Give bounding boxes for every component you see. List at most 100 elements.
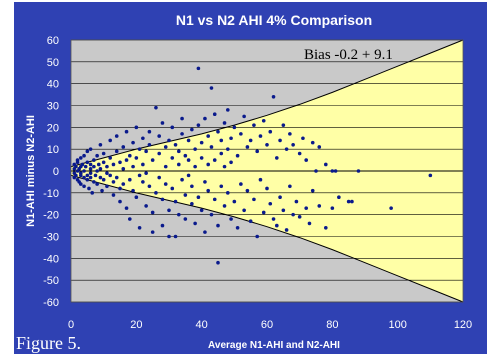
x-tick-label: 0 (68, 319, 74, 331)
chart-title: N1 vs N2 AHI 4% Comparison (176, 12, 372, 28)
data-point (183, 153, 188, 158)
data-point (98, 167, 103, 171)
data-point (82, 169, 86, 173)
data-point (124, 206, 129, 210)
data-point (248, 138, 253, 143)
data-point (183, 193, 188, 197)
data-point (216, 223, 220, 228)
data-point (74, 164, 78, 169)
x-tick-label: 40 (196, 319, 208, 331)
data-point (95, 153, 99, 158)
data-point (261, 118, 266, 123)
data-point (101, 177, 106, 182)
data-point (163, 164, 168, 169)
data-point (304, 158, 309, 162)
data-point (111, 180, 116, 184)
data-point (203, 116, 207, 121)
data-point (141, 162, 145, 167)
data-point (183, 217, 188, 221)
chart-frame: Bias -0.2 + 9.1 60 50 40 30 20 10 0 -10 -20 -30 -40… (14, 2, 487, 354)
data-point (118, 160, 122, 165)
data-point (121, 145, 126, 149)
data-point (95, 182, 99, 186)
data-point (131, 164, 135, 169)
data-point (212, 158, 217, 162)
data-point (154, 105, 158, 110)
data-point (346, 199, 351, 204)
data-point (128, 153, 132, 158)
data-point (128, 177, 132, 182)
data-point (186, 158, 191, 162)
data-point (222, 204, 227, 208)
data-point (114, 134, 119, 138)
data-point (173, 199, 178, 204)
data-point (137, 147, 142, 151)
data-point (333, 169, 338, 173)
data-point (284, 147, 289, 151)
data-point (258, 177, 263, 182)
data-point (232, 199, 237, 204)
y-tick-label: -30 (43, 232, 59, 244)
y-tick-label: 0 (53, 166, 59, 178)
data-point (82, 184, 86, 189)
data-point (180, 177, 184, 182)
data-point (95, 169, 99, 173)
data-point (255, 149, 259, 154)
data-point (275, 223, 279, 228)
data-point (278, 138, 282, 143)
data-point (124, 129, 129, 134)
data-point (80, 162, 85, 167)
data-point (134, 156, 139, 160)
data-point (239, 132, 243, 136)
data-point (226, 147, 230, 151)
y-tick-label: -20 (43, 210, 59, 222)
data-point (118, 199, 122, 204)
x-axis-label: Average N1-AHI and N2-AHI (208, 340, 340, 351)
data-point (79, 156, 83, 160)
data-point (216, 260, 220, 265)
data-point (196, 195, 201, 199)
data-point (186, 138, 191, 143)
data-point (281, 208, 286, 213)
bias-annotation: Bias -0.2 + 9.1 (304, 47, 393, 63)
data-point (288, 132, 292, 136)
data-point (137, 225, 142, 230)
data-point (134, 195, 139, 199)
data-point (245, 188, 250, 193)
data-point (216, 129, 220, 134)
data-point (160, 197, 165, 202)
data-point (147, 184, 152, 189)
data-point (219, 184, 224, 189)
data-point (121, 167, 126, 171)
data-point (114, 149, 119, 154)
data-point (356, 169, 361, 173)
data-point (222, 121, 227, 125)
data-point (265, 186, 269, 191)
data-point (108, 138, 112, 143)
data-point (108, 173, 112, 178)
data-point (193, 164, 197, 169)
data-point (79, 182, 83, 186)
data-point (196, 123, 201, 127)
y-tick-label: -50 (43, 275, 59, 287)
data-point (111, 193, 116, 197)
data-point (206, 134, 210, 138)
data-point (141, 180, 145, 184)
data-point (134, 125, 139, 130)
y-tick-label: 50 (47, 57, 59, 69)
data-point (92, 164, 96, 169)
data-point (111, 162, 116, 167)
y-axis-label: N1-AHI minus N2-AHI (25, 115, 37, 227)
data-point (268, 201, 273, 206)
data-point (206, 188, 210, 193)
data-point (180, 132, 184, 136)
data-point (88, 171, 93, 175)
data-point (206, 162, 210, 167)
data-point (88, 162, 93, 167)
data-point (222, 164, 227, 169)
data-point (330, 169, 335, 173)
data-point (170, 186, 175, 191)
data-point (88, 175, 93, 180)
data-point (229, 160, 233, 165)
y-tick-label: -40 (43, 253, 59, 265)
